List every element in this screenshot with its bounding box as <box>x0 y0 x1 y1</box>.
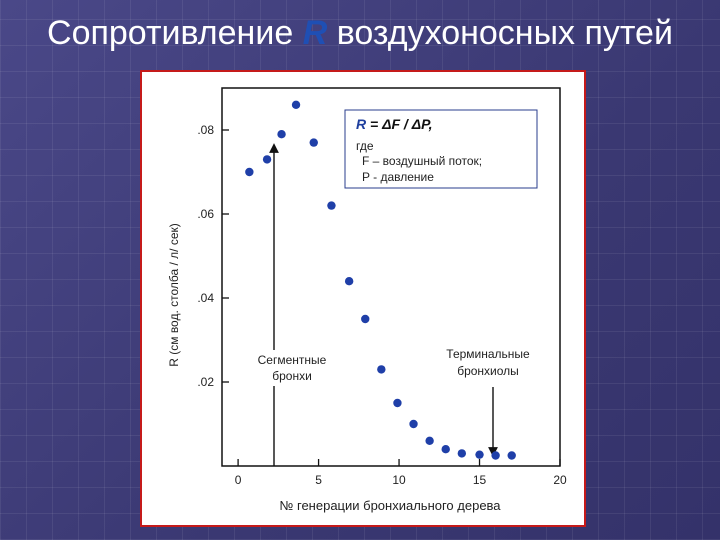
data-point <box>291 100 301 110</box>
x-axis-ticks: 0 5 10 15 20 <box>235 459 567 487</box>
data-point <box>377 365 386 374</box>
y-tick-label: .06 <box>197 207 214 221</box>
data-point <box>327 201 336 210</box>
terminal-label-line-1: Терминальные <box>446 347 530 361</box>
formula-line-3: F – воздушный поток; <box>362 154 482 168</box>
y-axis-ticks: .02 .04 .06 .08 <box>197 123 229 389</box>
data-point <box>425 436 434 445</box>
title-variable: R <box>302 14 328 52</box>
formula-line-4: P - давление <box>362 170 434 184</box>
annotation-terminal-bronchioles: Терминальные бронхиолы <box>446 347 530 457</box>
data-point <box>409 419 418 429</box>
formula-line-2: где <box>356 139 374 153</box>
x-axis-label: № генерации бронхиального дерева <box>279 498 501 513</box>
x-tick-label: 15 <box>473 473 487 487</box>
y-tick-label: .04 <box>197 291 214 305</box>
data-point <box>491 451 500 460</box>
x-tick-label: 10 <box>392 473 406 487</box>
formula-box: R = ΔF / ΔP, где F – воздушный поток; P … <box>344 109 538 189</box>
slide-title: Сопротивление R воздухоносных путей <box>0 14 720 53</box>
x-tick-label: 5 <box>315 473 322 487</box>
y-tick-label: .08 <box>197 123 214 137</box>
formula-box-frame <box>344 109 538 189</box>
formula-variable: R <box>356 116 367 132</box>
data-point <box>262 155 272 164</box>
data-point <box>361 314 370 324</box>
x-tick-label: 20 <box>553 473 567 487</box>
title-prefix: Сопротивление <box>47 14 303 52</box>
formula-line-1: R = ΔF / ΔP, <box>356 116 433 132</box>
plot-frame <box>221 87 561 467</box>
y-axis-label: R (см вод. столба / л/ сек) <box>167 223 181 367</box>
segmental-label-line-1: Сегментные <box>258 353 327 367</box>
segmental-label-bg <box>245 350 341 386</box>
data-points <box>245 100 516 460</box>
data-point <box>309 138 318 147</box>
formula-equation: = ΔF / ΔP, <box>366 116 432 132</box>
data-point <box>344 277 354 286</box>
data-point <box>393 398 402 408</box>
data-point <box>245 167 254 177</box>
y-tick-label: .02 <box>197 375 214 389</box>
data-point <box>441 445 450 454</box>
data-point <box>475 450 484 459</box>
terminal-label-line-2: бронхиолы <box>457 364 519 378</box>
x-tick-label: 0 <box>235 473 242 487</box>
annotation-segmental-bronchi: Сегментные бронхи <box>245 143 341 466</box>
data-point <box>507 451 516 460</box>
data-point <box>457 449 467 458</box>
title-suffix: воздухоносных путей <box>327 14 673 52</box>
data-point <box>277 130 286 139</box>
segmental-label-line-2: бронхи <box>272 369 312 383</box>
